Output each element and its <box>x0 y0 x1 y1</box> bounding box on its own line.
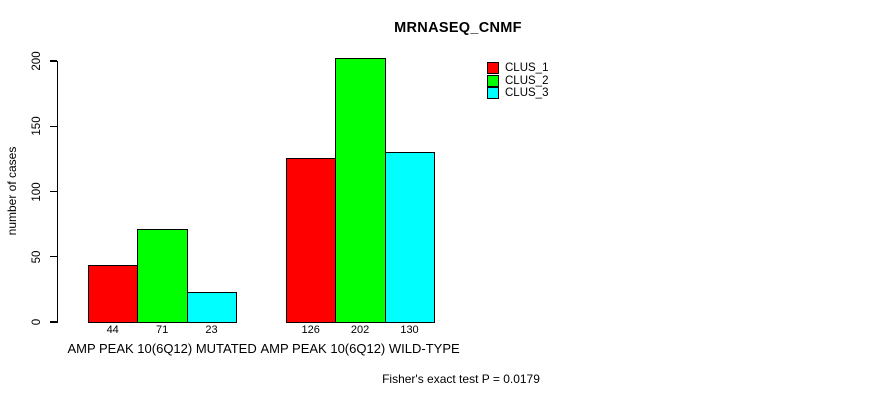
footnote-fishers-test: Fisher's exact test P = 0.0179 <box>382 372 540 386</box>
y-tick-label: 150 <box>31 116 43 136</box>
y-axis-label: number of cases <box>5 146 19 236</box>
y-tick-mark <box>50 190 57 193</box>
category-label: AMP PEAK 10(6Q12) MUTATED <box>67 341 257 356</box>
bar-value-label: 202 <box>350 324 370 336</box>
bar-clus_3-group2 <box>384 152 436 323</box>
legend-row: CLUS_2 <box>487 74 549 87</box>
bar-clus_2-group1 <box>137 229 188 323</box>
bar-clus_1-group1 <box>88 264 139 323</box>
bar-clus_3-group1 <box>186 291 238 323</box>
legend-label: CLUS_1 <box>505 62 549 74</box>
bar-value-label: 44 <box>106 324 119 336</box>
bar-value-label: 71 <box>155 324 169 336</box>
legend-swatch-clus_2 <box>487 74 499 87</box>
y-axis-line <box>57 60 59 323</box>
y-tick-label: 100 <box>31 181 43 202</box>
legend-swatch-clus_3 <box>487 87 499 99</box>
bar-value-label: 23 <box>205 324 218 336</box>
bar-value-label: 130 <box>400 324 419 336</box>
bar-clus_1-group2 <box>286 157 337 323</box>
legend-row: CLUS_1 <box>487 62 548 74</box>
legend-label: CLUS_3 <box>505 87 549 99</box>
y-tick-mark <box>50 60 57 62</box>
chart-title: MRNASEQ_CNMF <box>394 20 522 36</box>
legend: CLUS_1 CLUS_2 CLUS_3 <box>487 62 548 100</box>
y-tick-mark <box>50 321 57 323</box>
y-tick-label: 0 <box>31 318 43 326</box>
legend-swatch-clus_1 <box>487 62 499 74</box>
y-tick-mark <box>50 125 57 127</box>
y-tick-label: 50 <box>31 250 43 264</box>
category-label: AMP PEAK 10(6Q12) WILD-TYPE <box>260 341 460 356</box>
legend-row: CLUS_3 <box>487 87 548 99</box>
bar-value-label: 126 <box>301 324 320 336</box>
legend-label: CLUS_2 <box>505 74 549 87</box>
bar-clus_2-group2 <box>335 58 386 323</box>
y-tick-mark <box>50 256 57 258</box>
y-tick-label: 200 <box>31 51 43 71</box>
